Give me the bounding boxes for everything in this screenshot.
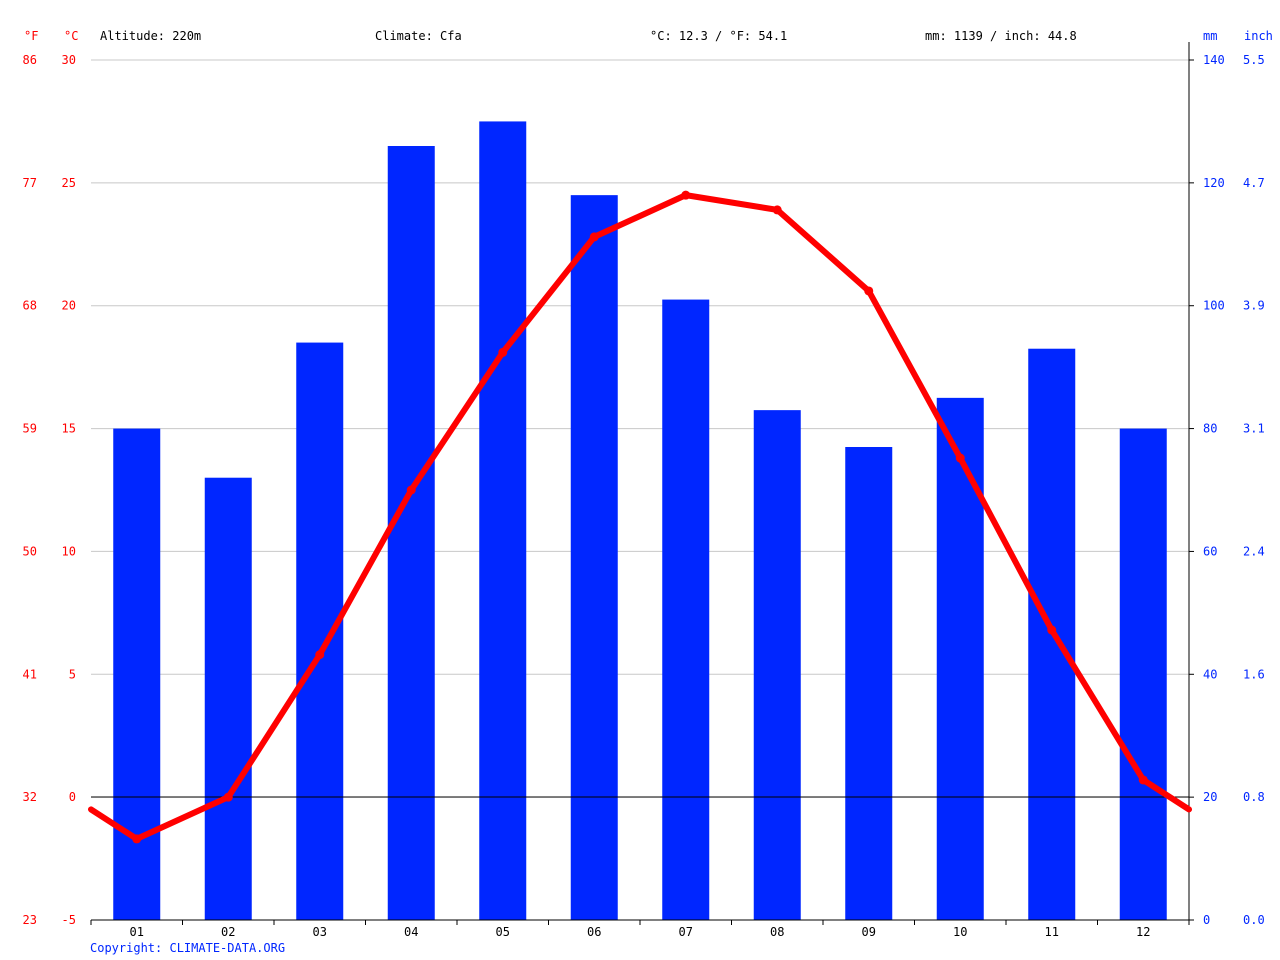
y-tick-label-inch: 3.9	[1243, 299, 1265, 313]
temperature-point	[315, 650, 325, 660]
temperature-point	[406, 485, 416, 495]
y-tick-label-inch: 0.8	[1243, 790, 1265, 804]
y-tick-label-mm: 40	[1203, 667, 1217, 681]
x-tick-label: 03	[313, 925, 327, 939]
x-tick-label: 07	[679, 925, 693, 939]
precipitation-bars	[113, 121, 1167, 921]
x-tick-label: 04	[404, 925, 418, 939]
y-tick-label-f: 23	[23, 913, 37, 927]
temperature-summary: °C: 12.3 / °F: 54.1	[650, 29, 787, 43]
temperature-point	[772, 205, 782, 215]
y-tick-label-mm: 120	[1203, 176, 1225, 190]
y-tick-label-inch: 3.1	[1243, 422, 1265, 436]
temperature-point	[1047, 625, 1057, 635]
y-tick-label-inch: 4.7	[1243, 176, 1265, 190]
temperature-point	[955, 453, 965, 463]
y-tick-label-f: 77	[23, 176, 37, 190]
y-tick-label-f: 59	[23, 422, 37, 436]
precipitation-bar	[1119, 428, 1167, 920]
unit-celsius: °C	[64, 29, 78, 43]
y-tick-label-inch: 0.0	[1243, 913, 1265, 927]
unit-mm: mm	[1203, 29, 1217, 43]
y-tick-label-f: 32	[23, 790, 37, 804]
axes	[91, 42, 1190, 921]
y-tick-label-mm: 100	[1203, 299, 1225, 313]
y-tick-label-mm: 60	[1203, 544, 1217, 558]
precipitation-bar	[662, 299, 710, 921]
x-tick-label: 05	[496, 925, 510, 939]
precipitation-bar	[479, 121, 527, 920]
x-tick-label: 06	[587, 925, 601, 939]
y-tick-label-c: 10	[62, 544, 76, 558]
y-tick-label-inch: 1.6	[1243, 667, 1265, 681]
precipitation-summary: mm: 1139 / inch: 44.8	[925, 29, 1077, 43]
y-tick-label-c: 0	[69, 790, 76, 804]
precipitation-bar	[845, 447, 893, 920]
temperature-point	[589, 232, 599, 242]
precipitation-bar	[936, 397, 984, 920]
precipitation-bar	[753, 410, 801, 920]
y-tick-label-f: 41	[23, 667, 37, 681]
x-tick-label: 02	[221, 925, 235, 939]
y-tick-label-mm: 80	[1203, 422, 1217, 436]
x-tick-label: 09	[862, 925, 876, 939]
y-tick-label-f: 86	[23, 53, 37, 67]
y-tick-labels: 23 -5 32 0 41 5 50 10 59 15 68 20 77 25 86 30 0 0.0 20 0.8 4…	[23, 53, 1265, 927]
climate-label: Climate: Cfa	[375, 29, 462, 43]
precipitation-bar	[296, 342, 344, 921]
temperature-point	[1138, 775, 1148, 785]
y-tick-label-inch: 5.5	[1243, 53, 1265, 67]
y-tick-label-c: 20	[62, 299, 76, 313]
temperature-point	[223, 792, 233, 802]
x-ticks: 01 02 03 04 05 06 07 08 09 10 11 12	[90, 920, 1190, 939]
altitude-label: Altitude: 220m	[100, 29, 201, 43]
temperature-point	[681, 190, 691, 200]
unit-fahrenheit: °F	[24, 29, 38, 43]
y-tick-label-c: 5	[69, 667, 76, 681]
x-tick-label: 11	[1045, 925, 1059, 939]
y-tick-label-c: -5	[62, 913, 76, 927]
y-tick-label-f: 68	[23, 299, 37, 313]
precipitation-bar	[387, 146, 435, 920]
y-tick-label-mm: 140	[1203, 53, 1225, 67]
y-tick-label-f: 50	[23, 544, 37, 558]
y-tick-label-inch: 2.4	[1243, 544, 1265, 558]
y-tick-label-c: 30	[62, 53, 76, 67]
copyright-link[interactable]: Copyright: CLIMATE-DATA.ORG	[90, 941, 285, 955]
temperature-point	[864, 286, 874, 296]
temperature-line	[88, 190, 1192, 844]
x-tick-label: 08	[770, 925, 784, 939]
precipitation-bar	[570, 195, 618, 921]
temperature-point	[132, 834, 142, 844]
y-tick-label-mm: 0	[1203, 913, 1210, 927]
unit-inch: inch	[1244, 29, 1273, 43]
temperature-point	[498, 347, 508, 357]
y-tick-label-mm: 20	[1203, 790, 1217, 804]
y-tick-label-c: 15	[62, 422, 76, 436]
x-tick-label: 01	[130, 925, 144, 939]
y-tick-label-c: 25	[62, 176, 76, 190]
gridlines	[91, 59, 1189, 798]
x-tick-label: 10	[953, 925, 967, 939]
temperature-series-line	[88, 192, 1192, 842]
precipitation-bar	[204, 477, 252, 920]
x-tick-label: 12	[1136, 925, 1150, 939]
precipitation-bar	[113, 428, 161, 920]
